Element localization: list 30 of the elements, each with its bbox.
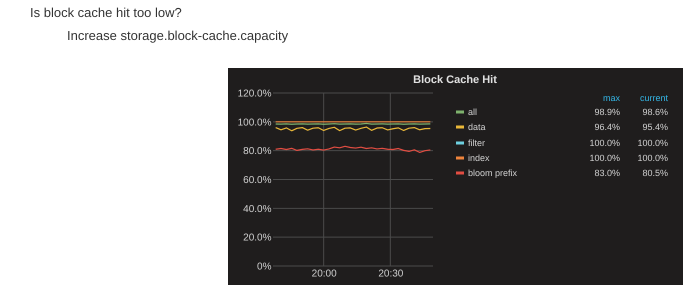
legend-label: index [468, 153, 490, 163]
chart-title: Block Cache Hit [413, 74, 498, 86]
text: 100.0% [637, 153, 668, 163]
text: 100.0% [589, 153, 620, 163]
text: 83.0% [594, 168, 620, 178]
text: 96.4% [594, 122, 620, 132]
y-tick-label: 100.0% [238, 117, 272, 128]
text: max [602, 93, 620, 103]
text: 98.9% [594, 107, 620, 117]
y-tick-label: 120.0% [238, 88, 272, 100]
x-tick-label: 20:00 [312, 268, 338, 280]
text: Increase storage.block-cache.capacity [67, 28, 289, 43]
legend-label: all [468, 107, 478, 117]
legend-label: bloom prefix [468, 168, 518, 178]
legend-label: data [468, 122, 486, 132]
text: Is block cache hit too low? [30, 5, 182, 20]
text: 98.6% [642, 107, 668, 117]
text: 80.5% [642, 168, 668, 178]
text: 95.4% [642, 122, 668, 132]
y-tick-label: 0% [257, 262, 272, 272]
y-tick-label: 60.0% [243, 175, 272, 186]
text: 100.0% [637, 138, 668, 148]
x-tick-label: 20:30 [378, 268, 404, 280]
line-series [275, 146, 431, 153]
text: 100.0% [589, 138, 620, 148]
y-tick-label: 80.0% [243, 146, 272, 158]
legend-label: filter [468, 138, 486, 148]
y-tick-label: 20.0% [243, 232, 272, 244]
y-tick-label: 40.0% [243, 204, 272, 215]
text: current [640, 93, 668, 103]
